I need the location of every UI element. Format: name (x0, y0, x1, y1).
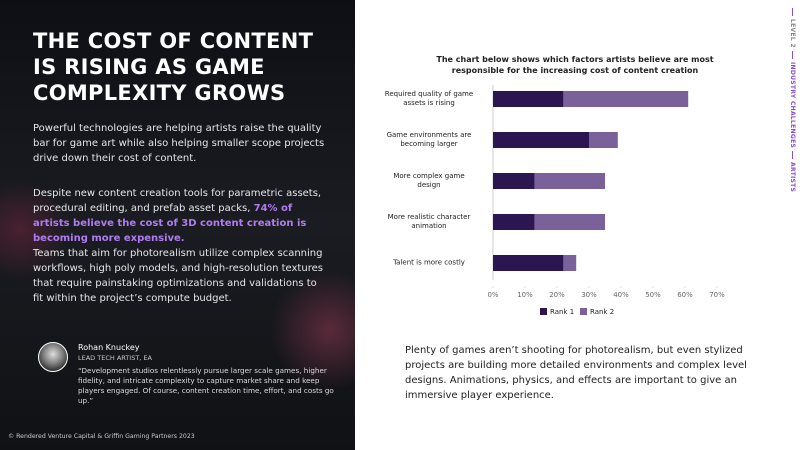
x-tick-label: 10% (517, 291, 533, 299)
body-text: Plenty of games aren’t shooting for phot… (405, 345, 747, 401)
category-label: More complex game design (393, 172, 465, 189)
category-label: Talent is more costly (393, 258, 465, 267)
category-label: Game environments are becoming larger (386, 131, 472, 148)
avatar (38, 342, 68, 372)
separator (792, 151, 793, 159)
bar (563, 255, 577, 271)
category-label: More realistic character animation (387, 213, 471, 230)
x-tick-label: 50% (645, 291, 661, 299)
nav-page: ARTISTS (789, 162, 796, 193)
paragraph: Powerful technologies are helping artist… (33, 123, 325, 164)
separator (792, 8, 793, 16)
bar (493, 91, 564, 107)
x-tick-label: 70% (709, 291, 725, 299)
chart-title: The chart below shows which factors arti… (436, 55, 714, 75)
quote-name: Rohan Knuckey (78, 343, 140, 352)
legend-label: Rank 1 (550, 308, 574, 316)
separator (792, 50, 793, 59)
highlight: 74% of artists believe the cost of 3D co… (33, 203, 307, 244)
paragraph: Teams that aim for photorealism utilize … (33, 248, 323, 304)
bar (563, 91, 689, 107)
quote-role: LEAD TECH ARTIST, EA (78, 354, 152, 362)
bar (493, 132, 589, 148)
quote-text: “Development studios relentlessly pursue… (78, 366, 334, 405)
category-label: Required quality of game assets is risin… (384, 90, 474, 107)
paragraph: Despite new content creation tools for p… (33, 186, 325, 246)
bar (589, 132, 618, 148)
nav-level: LEVEL 2 (789, 19, 796, 48)
legend-swatch (580, 308, 587, 315)
x-tick-label: 0% (487, 291, 498, 299)
footer: © Rendered Venture Capital & Griffin Gam… (8, 433, 195, 440)
x-tick-label: 40% (613, 291, 629, 299)
left-panel: THE COST OF CONTENT IS RISING AS GAME CO… (0, 0, 355, 450)
x-tick-label: 30% (581, 291, 597, 299)
x-tick-label: 60% (677, 291, 693, 299)
bar (493, 255, 564, 271)
legend-swatch (540, 308, 547, 315)
legend-label: Rank 2 (590, 308, 614, 316)
nav-section: INDUSTRY CHALLENGES (789, 61, 796, 148)
bar (493, 214, 535, 230)
bar (534, 214, 605, 230)
title: THE COST OF CONTENT IS RISING AS GAME CO… (33, 29, 314, 105)
x-tick-label: 20% (549, 291, 565, 299)
side-nav: LEVEL 2 INDUSTRY CHALLENGES ARTISTS (789, 8, 796, 192)
bar (493, 173, 535, 189)
bar (534, 173, 605, 189)
paragraph-text: Despite new content creation tools for p… (33, 188, 322, 214)
